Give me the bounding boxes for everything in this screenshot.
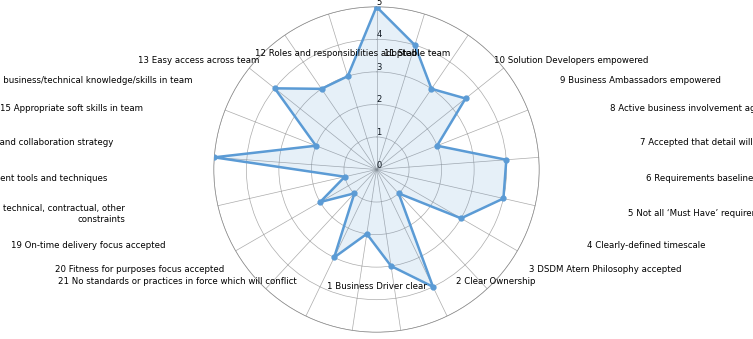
Text: 2 Clear Ownership: 2 Clear Ownership <box>456 277 535 285</box>
Text: 21 No standards or practices in force which will conflict: 21 No standards or practices in force wh… <box>58 277 297 285</box>
Text: 3 DSDM Atern Philosophy accepted: 3 DSDM Atern Philosophy accepted <box>529 265 681 274</box>
Text: 16 Continuous communication and collaboration strategy: 16 Continuous communication and collabor… <box>0 138 114 147</box>
Text: 8 Active business involvement agreed: 8 Active business involvement agreed <box>610 104 753 113</box>
Text: 12 Roles and responsibilities adopted: 12 Roles and responsibilities adopted <box>255 49 417 58</box>
Text: 5 Not all ‘Must Have’ requirements: 5 Not all ‘Must Have’ requirements <box>628 210 753 218</box>
Text: 19 On-time delivery focus accepted: 19 On-time delivery focus accepted <box>11 241 166 250</box>
Text: 17 Appropriate development tools and techniques: 17 Appropriate development tools and tec… <box>0 174 108 183</box>
Text: 10 Solution Developers empowered: 10 Solution Developers empowered <box>494 56 648 64</box>
Text: 14 Appropriate business/technical knowledge/skills in team: 14 Appropriate business/technical knowle… <box>0 76 193 85</box>
Text: 6 Requirements baselined at high level: 6 Requirements baselined at high level <box>645 174 753 183</box>
Text: 11 Stable team: 11 Stable team <box>383 49 450 58</box>
Text: 20 Fitness for purposes focus accepted: 20 Fitness for purposes focus accepted <box>55 265 224 274</box>
Text: 15 Appropriate soft skills in team: 15 Appropriate soft skills in team <box>0 104 143 113</box>
Polygon shape <box>215 7 506 287</box>
Text: 4 Clearly-defined timescale: 4 Clearly-defined timescale <box>587 241 706 250</box>
Text: 9 Business Ambassadors empowered: 9 Business Ambassadors empowered <box>560 76 721 85</box>
Text: 18 No inappropriate technical, contractual, other
constraints: 18 No inappropriate technical, contractu… <box>0 204 125 224</box>
Text: 7 Accepted that detail will emerge later: 7 Accepted that detail will emerge later <box>639 138 753 147</box>
Text: 1 Business Driver clear: 1 Business Driver clear <box>327 282 426 291</box>
Text: 13 Easy access across team: 13 Easy access across team <box>138 56 259 64</box>
